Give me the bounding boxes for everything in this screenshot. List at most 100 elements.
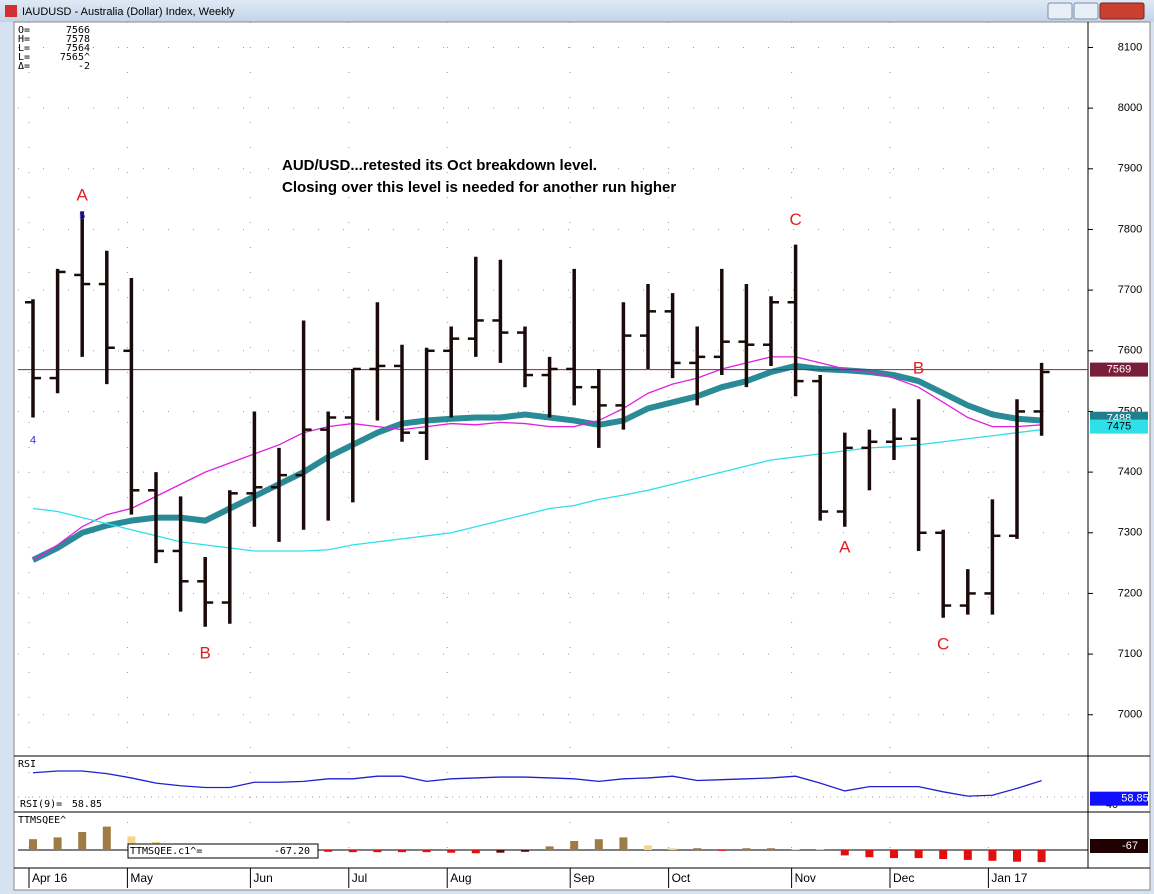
wave-label: C [789, 210, 801, 229]
squeeze-bar [53, 837, 62, 850]
price-marker [1090, 362, 1148, 377]
x-tick-label: Apr 16 [32, 871, 68, 885]
y-tick-label: 7400 [1118, 466, 1142, 478]
squeeze-bar [668, 848, 677, 850]
y-tick-label: 7100 [1118, 648, 1142, 660]
app-icon [5, 5, 17, 17]
y-tick-label: 8100 [1118, 41, 1142, 53]
squeeze-bar [988, 850, 997, 861]
quote-value: 7565^ [60, 52, 90, 63]
squeeze-bar [865, 850, 874, 858]
rsi-label-value: 58.85 [72, 799, 102, 810]
squeeze-axis-label: -67 [1122, 840, 1138, 852]
wave-label: A [839, 537, 851, 556]
quote-label: O= [18, 25, 30, 36]
squeeze-bar [29, 839, 37, 850]
x-tick-label: Oct [672, 871, 691, 885]
price-marker-label: 7475 [1107, 421, 1131, 433]
rsi-line [32, 770, 1042, 797]
squeeze-bar [348, 850, 357, 853]
x-tick-label: Dec [893, 871, 914, 885]
minimize-button[interactable] [1047, 2, 1073, 20]
y-tick-label: 7600 [1118, 345, 1142, 357]
rsi-value: 58.85 [1121, 793, 1149, 805]
squeeze-bar [398, 850, 406, 853]
x-tick-label: Jul [352, 871, 367, 885]
y-tick-label: 7900 [1118, 163, 1142, 175]
squeeze-bar [742, 848, 751, 850]
squeeze-bar [471, 850, 480, 854]
quote-label: Δ= [18, 61, 30, 72]
squeeze-bar [521, 850, 529, 852]
quote-value: 7578 [66, 34, 90, 45]
squeeze-bar [890, 850, 898, 859]
annotation: Closing over this level is needed for an… [282, 179, 676, 196]
rsi-marker [1090, 791, 1148, 806]
price-marker [1090, 419, 1148, 434]
squeeze-bar [1013, 850, 1021, 862]
moving-average [32, 356, 1042, 561]
window-title: IAUDUSD - Australia (Dollar) Index, Week… [22, 6, 235, 18]
squeeze-bar [939, 850, 948, 859]
annotation: AUD/USD...retested its Oct breakdown lev… [282, 157, 597, 174]
squeeze-bar [914, 850, 923, 859]
squeeze-bar [791, 849, 800, 850]
quote-label: L= [18, 52, 30, 63]
squeeze-title: TTMSQEE^ [18, 815, 66, 826]
squeeze-bar [447, 850, 456, 853]
moving-average [32, 428, 1042, 552]
quote-label: H= [18, 34, 30, 45]
squeeze-bar [594, 839, 603, 850]
quote-label: L= [18, 43, 30, 54]
squeeze-label-value: -67.20 [274, 846, 310, 857]
squeeze-bar [1037, 850, 1046, 863]
price-marker-label: 7569 [1107, 363, 1131, 375]
squeeze-label: TTMSQEE.c1^= [130, 846, 202, 857]
close-button[interactable] [1099, 2, 1145, 20]
y-tick-label: 7200 [1118, 587, 1142, 599]
y-tick-label: 7300 [1118, 527, 1142, 539]
squeeze-bar [693, 848, 702, 850]
x-tick-label: Jan 17 [991, 871, 1027, 885]
chart-area [13, 21, 1151, 891]
squeeze-bar [717, 850, 726, 851]
squeeze-bar [496, 850, 505, 853]
squeeze-marker [1090, 839, 1148, 853]
squeeze-bar [422, 850, 431, 853]
squeeze-label-box [127, 843, 319, 859]
squeeze-bar [570, 841, 579, 850]
maximize-button[interactable] [1073, 2, 1099, 20]
squeeze-bar [324, 850, 333, 852]
wave-label: 4 [30, 434, 36, 446]
y-tick-label: 8000 [1118, 102, 1142, 114]
squeeze-bar [840, 850, 849, 856]
quote-value: 7564 [66, 43, 90, 54]
x-tick-label: Sep [573, 871, 595, 885]
y-tick-label: 7700 [1118, 284, 1142, 296]
x-tick-label: Jun [253, 871, 272, 885]
squeeze-bar [373, 850, 382, 853]
y-tick-label: 7800 [1118, 223, 1142, 235]
squeeze-bar [78, 832, 87, 850]
title-bar [0, 0, 1154, 22]
x-tick-label: Nov [795, 871, 816, 885]
quote-value: 7566 [66, 25, 90, 36]
squeeze-bar [963, 850, 972, 860]
squeeze-bar [545, 846, 554, 850]
quote-value: -2 [78, 61, 90, 72]
squeeze-bar [619, 837, 628, 850]
squeeze-bar [767, 848, 775, 850]
rsi-label: RSI(9)= [20, 799, 62, 810]
rsi-title: RSI [18, 759, 36, 770]
squeeze-bar [644, 845, 652, 850]
y-tick-label: 7000 [1118, 709, 1142, 721]
x-tick-label: Aug [450, 871, 471, 885]
squeeze-bar [102, 826, 111, 850]
wave-label: B [913, 358, 924, 377]
wave-label: 5 [79, 210, 85, 222]
wave-label: A [77, 186, 89, 205]
x-tick-label: May [130, 871, 153, 885]
wave-label: B [200, 644, 211, 663]
squeeze-bar [127, 836, 136, 850]
